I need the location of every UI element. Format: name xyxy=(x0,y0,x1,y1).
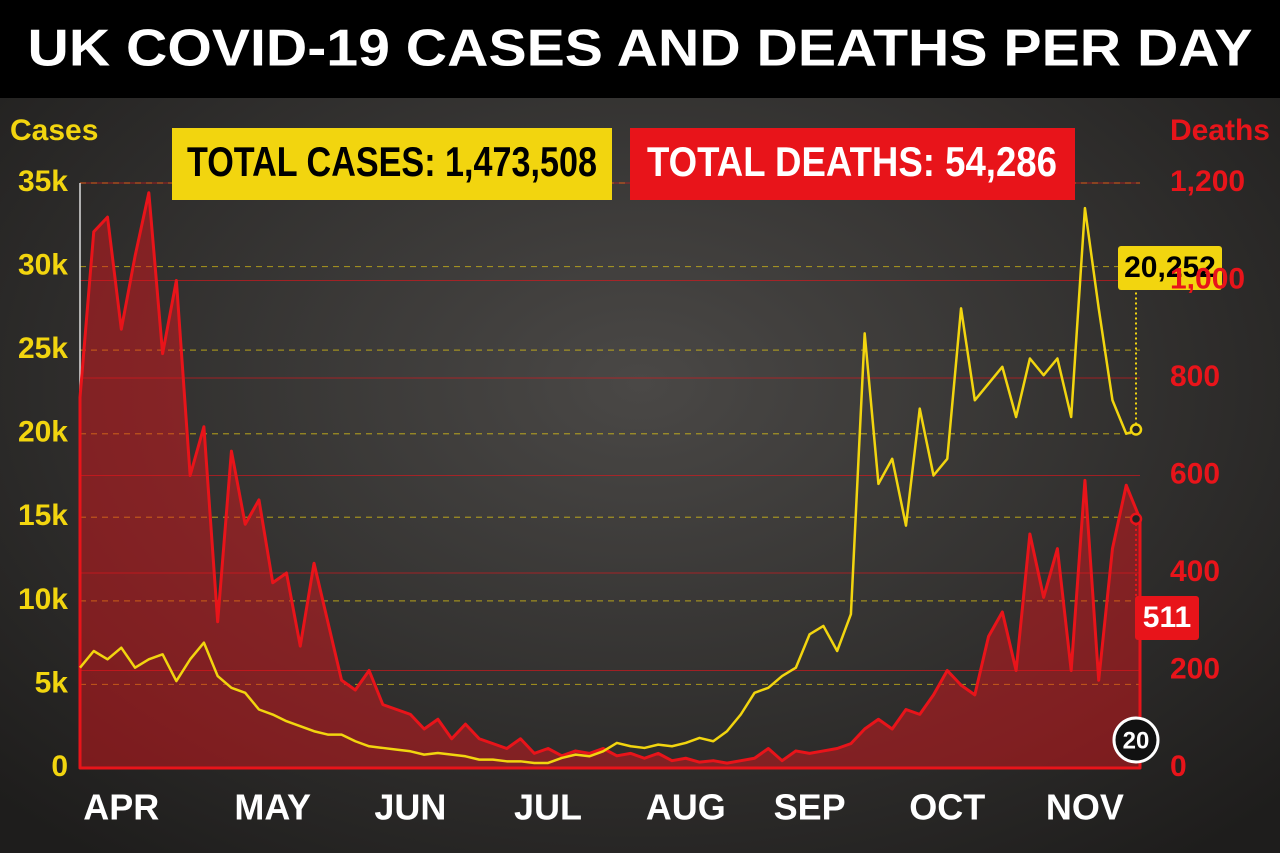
y2-tick-label: 200 xyxy=(1170,652,1220,685)
end-point xyxy=(1129,512,1143,526)
x-tick-label: MAY xyxy=(234,787,311,828)
value-label: 20,252 xyxy=(1124,251,1216,284)
annotations: 20,252 511 xyxy=(1118,246,1222,640)
end-point xyxy=(1129,423,1143,436)
line xyxy=(79,206,1141,765)
y2-tick-label: 400 xyxy=(1170,555,1220,588)
x-tick-label: SEP xyxy=(774,787,846,828)
x-tick-label: JUN xyxy=(374,787,446,828)
y-axis-title: Cases xyxy=(10,114,98,147)
area xyxy=(78,191,1142,770)
y2-tick-label: 1,000 xyxy=(1170,262,1245,295)
value-label: 511 xyxy=(1143,601,1191,634)
title-bar xyxy=(0,0,1280,98)
y2-tick-label: 600 xyxy=(1170,457,1220,490)
callout-box xyxy=(1118,246,1222,290)
callout-box xyxy=(1135,596,1199,640)
chart-title: UK COVID-19 CASES AND DEATHS PER DAY xyxy=(28,20,1253,78)
y2-tick-label: 800 xyxy=(1170,360,1220,393)
x-tick-label: APR xyxy=(83,787,159,828)
total-deaths-box xyxy=(630,128,1075,200)
y-tick-label: 25k xyxy=(18,332,68,365)
x-tick-label: OCT xyxy=(909,787,985,828)
total-deaths: TOTAL DEATHS: 54,286 xyxy=(647,138,1057,185)
date-marker-circle xyxy=(1112,716,1160,764)
plot xyxy=(78,191,1142,770)
x-tick-label: AUG xyxy=(646,787,726,828)
date-marker: 20 xyxy=(1123,727,1150,754)
y-tick-label: 15k xyxy=(18,499,68,532)
total-cases: TOTAL CASES: 1,473,508 xyxy=(187,138,597,185)
x-tick-label: JUL xyxy=(514,787,582,828)
y-tick-label: 0 xyxy=(51,750,68,783)
y-tick-label: 20k xyxy=(18,416,68,449)
y2-axis-title: Deaths xyxy=(1170,114,1270,147)
y-tick-label: 30k xyxy=(18,248,68,281)
y-tick-label: 10k xyxy=(18,583,68,616)
y2-tick-label: 0 xyxy=(1170,750,1187,783)
total-cases-box xyxy=(172,128,612,200)
y-tick-label: 35k xyxy=(18,165,68,198)
y2-tick-label: 1,200 xyxy=(1170,165,1245,198)
y-tick-label: 5k xyxy=(35,666,69,699)
x-tick-label: NOV xyxy=(1046,787,1124,828)
